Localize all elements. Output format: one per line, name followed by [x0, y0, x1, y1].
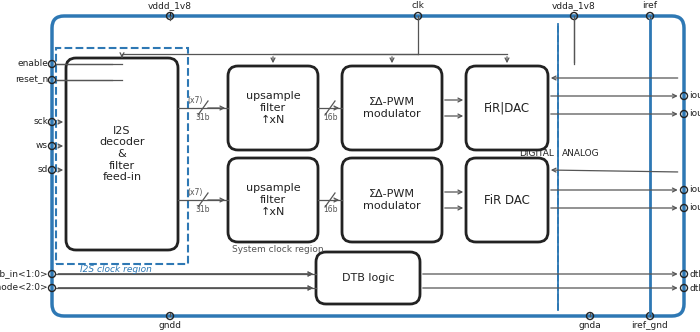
FancyBboxPatch shape — [466, 66, 548, 150]
Text: I2S
decoder
&
filter
feed-in: I2S decoder & filter feed-in — [99, 126, 145, 182]
Text: 16b: 16b — [323, 205, 337, 213]
FancyBboxPatch shape — [316, 252, 420, 304]
Text: enable: enable — [17, 59, 48, 68]
Text: dtb_out<1:0>: dtb_out<1:0> — [689, 270, 700, 279]
Text: testmode<2:0>: testmode<2:0> — [0, 284, 48, 292]
Text: 31b: 31b — [196, 205, 210, 213]
Text: 16b: 16b — [323, 113, 337, 122]
FancyBboxPatch shape — [52, 16, 684, 316]
Text: ioutln: ioutln — [689, 110, 700, 119]
FancyBboxPatch shape — [228, 158, 318, 242]
Text: gnda: gnda — [579, 321, 601, 330]
Text: clk: clk — [412, 2, 424, 11]
Text: sck: sck — [33, 118, 48, 126]
Text: ΣΔ-PWM
modulator: ΣΔ-PWM modulator — [363, 97, 421, 119]
Text: iref_gnd: iref_gnd — [631, 321, 668, 330]
Text: FiR|DAC: FiR|DAC — [484, 102, 530, 115]
Text: FiR DAC: FiR DAC — [484, 194, 530, 207]
Text: ws: ws — [36, 141, 48, 150]
Text: upsample
filter
↑xN: upsample filter ↑xN — [246, 183, 300, 216]
FancyBboxPatch shape — [466, 158, 548, 242]
Text: ioutlp: ioutlp — [689, 92, 700, 101]
FancyBboxPatch shape — [342, 158, 442, 242]
Text: ioutrn: ioutrn — [689, 204, 700, 212]
Text: vdda_1v8: vdda_1v8 — [552, 2, 596, 11]
Bar — [56, 48, 188, 264]
FancyBboxPatch shape — [342, 66, 442, 150]
Text: ioutrp: ioutrp — [689, 186, 700, 195]
Text: iref: iref — [643, 2, 657, 11]
Text: I2S clock region: I2S clock region — [80, 266, 152, 275]
Text: System clock region: System clock region — [232, 245, 323, 255]
Text: ΣΔ-PWM
modulator: ΣΔ-PWM modulator — [363, 189, 421, 211]
Text: ANALOG: ANALOG — [562, 149, 600, 158]
FancyBboxPatch shape — [66, 58, 178, 250]
Text: upsample
filter
↑xN: upsample filter ↑xN — [246, 91, 300, 124]
FancyBboxPatch shape — [228, 66, 318, 150]
Text: gndd: gndd — [158, 321, 181, 330]
Text: (x7): (x7) — [188, 188, 203, 197]
Text: (x7): (x7) — [188, 96, 203, 105]
Text: dtb_dir<1:0>: dtb_dir<1:0> — [689, 284, 700, 292]
Text: reset_n: reset_n — [15, 75, 48, 85]
Text: vddd_1v8: vddd_1v8 — [148, 2, 192, 11]
Text: DTB logic: DTB logic — [342, 273, 394, 283]
Text: sd: sd — [38, 165, 48, 175]
Text: DIGITAL: DIGITAL — [519, 149, 554, 158]
Text: 31b: 31b — [196, 113, 210, 122]
Text: dtb_in<1:0>: dtb_in<1:0> — [0, 270, 48, 279]
